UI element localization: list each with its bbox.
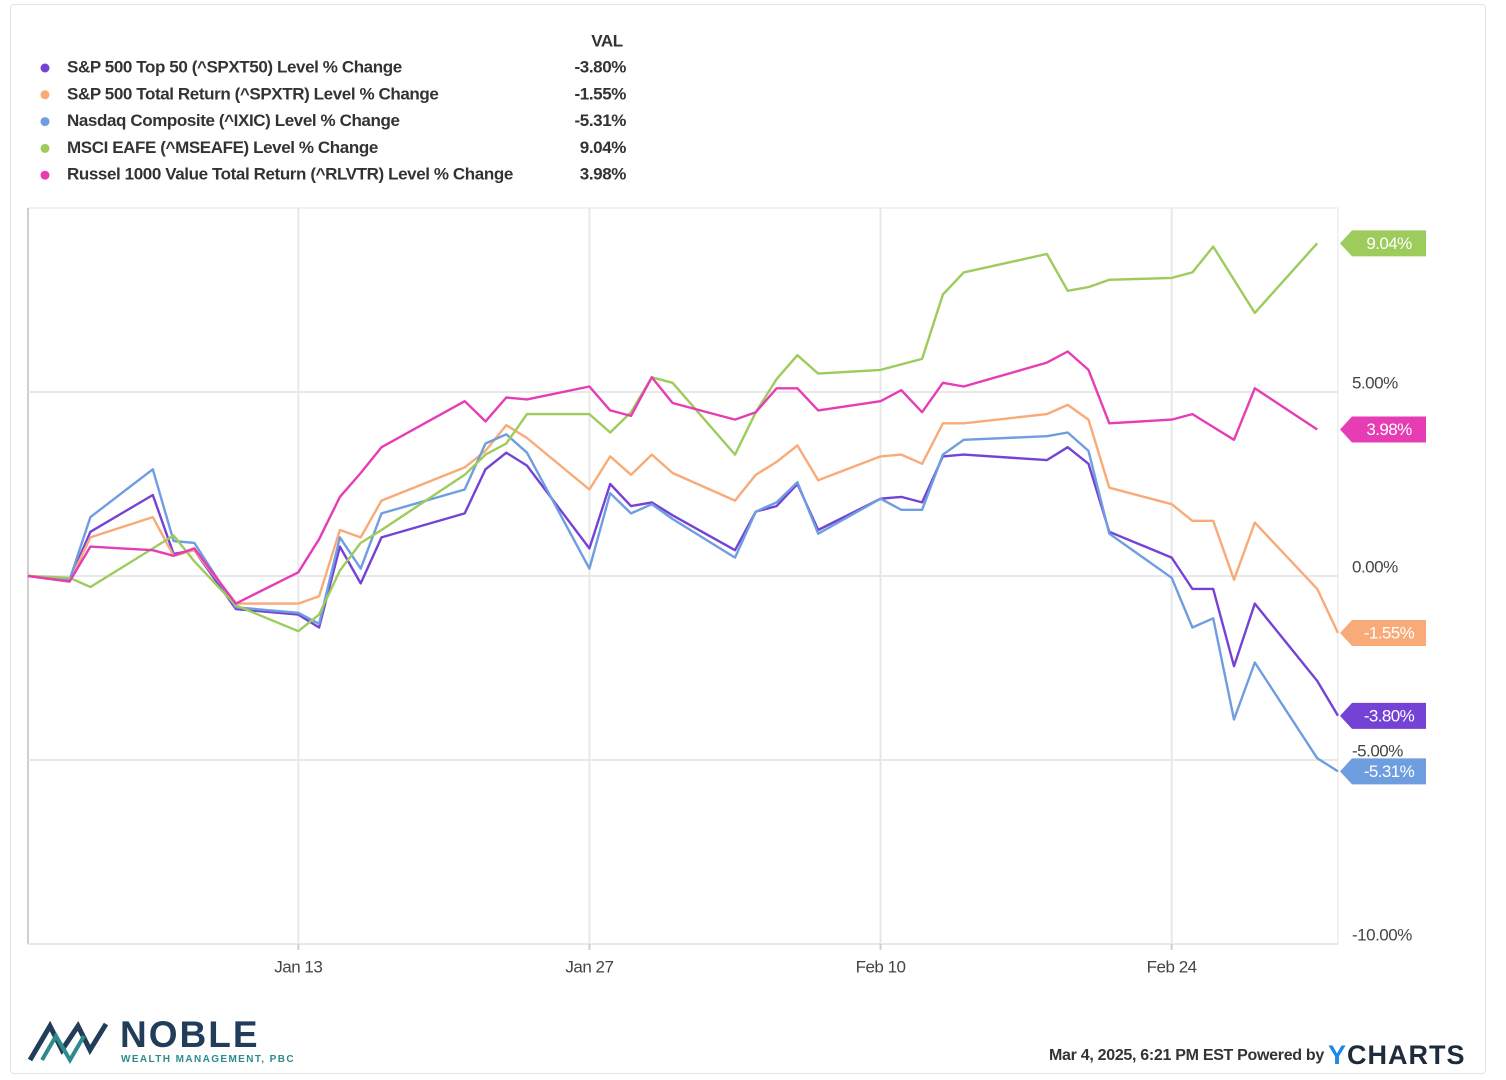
legend-label: MSCI EAFE (^MSEAFE) Level % Change — [67, 138, 378, 157]
series-line — [27, 446, 1340, 717]
legend-value: 3.98% — [580, 165, 626, 184]
legend-value: 9.04% — [580, 138, 626, 157]
timestamp: Mar 4, 2025, 6:21 PM EST Powered by — [1049, 1047, 1324, 1064]
y-tick-label: 5.00% — [1352, 373, 1398, 392]
logo-stroke — [40, 1032, 86, 1064]
logo-tagline: WEALTH MANAGEMENT, PBC — [121, 1054, 295, 1065]
logo-stroke — [27, 1020, 109, 1062]
value-tag — [1340, 758, 1426, 785]
legend-value: -3.80% — [575, 57, 627, 76]
logo-name: NOBLE — [120, 1014, 260, 1055]
series-line — [27, 242, 1319, 633]
value-tag — [1340, 230, 1426, 257]
value-tag-label: -3.80% — [1364, 706, 1415, 725]
brand: YCHARTS — [1328, 1040, 1466, 1070]
legend-header: VAL — [591, 31, 623, 50]
value-tag-label: -5.31% — [1364, 762, 1415, 781]
legend-label: S&P 500 Total Return (^SPXTR) Level % Ch… — [67, 84, 438, 103]
value-tag — [1340, 620, 1426, 647]
y-tick-label: -10.00% — [1352, 925, 1412, 944]
legend-label: Russel 1000 Value Total Return (^RLVTR) … — [67, 165, 513, 184]
series-line — [27, 431, 1339, 773]
x-tick-label: Jan 27 — [565, 957, 613, 976]
value-tag — [1340, 416, 1426, 443]
value-tag-label: -1.55% — [1364, 624, 1415, 643]
x-tick-label: Feb 24 — [1147, 957, 1197, 976]
legend-marker — [40, 170, 50, 180]
legend-marker — [40, 143, 50, 153]
value-tag-label: 9.04% — [1366, 234, 1412, 253]
logo-icon — [27, 1020, 109, 1064]
legend-value: -1.55% — [575, 84, 627, 103]
legend-label: S&P 500 Top 50 (^SPXT50) Level % Change — [67, 57, 402, 76]
value-tag — [1340, 702, 1426, 729]
legend-marker — [40, 117, 50, 127]
legend-marker — [40, 90, 50, 100]
legend-marker — [40, 63, 50, 73]
series-line — [27, 350, 1318, 605]
x-tick-label: Feb 10 — [856, 957, 906, 976]
frame — [10, 4, 1486, 1074]
series-line — [27, 403, 1340, 634]
legend-value: -5.31% — [575, 111, 627, 130]
value-tag-label: 3.98% — [1366, 420, 1412, 439]
y-tick-label: -5.00% — [1352, 741, 1403, 760]
x-tick-label: Jan 13 — [274, 957, 322, 976]
y-tick-label: 0.00% — [1352, 557, 1398, 576]
legend-label: Nasdaq Composite (^IXIC) Level % Change — [67, 111, 400, 130]
